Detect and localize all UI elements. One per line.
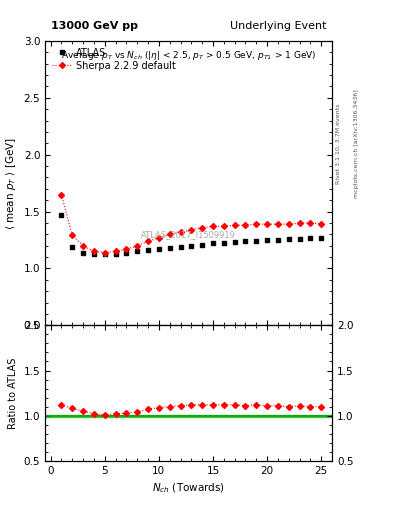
Sherpa 2.2.9 default (308, 220, 313, 226)
ATLAS (167, 245, 172, 251)
Sherpa 2.2.9 default (92, 248, 96, 254)
ATLAS (81, 249, 85, 255)
Sherpa 2.2.9 default (275, 221, 280, 227)
ATLAS (103, 251, 107, 257)
Sherpa 2.2.9 default (146, 238, 151, 244)
Sherpa 2.2.9 default (189, 227, 194, 233)
ATLAS (70, 244, 75, 250)
ATLAS (189, 243, 194, 249)
Sherpa 2.2.9 default (124, 246, 129, 252)
Line: ATLAS: ATLAS (59, 212, 324, 256)
ATLAS (146, 247, 151, 253)
Text: 13000 GeV pp: 13000 GeV pp (51, 21, 138, 31)
ATLAS (243, 238, 248, 244)
Text: Rivet 3.1.10, 3.7M events: Rivet 3.1.10, 3.7M events (336, 103, 341, 183)
Sherpa 2.2.9 default (135, 243, 140, 249)
Sherpa 2.2.9 default (167, 231, 172, 238)
Sherpa 2.2.9 default (222, 223, 226, 229)
ATLAS (308, 234, 313, 241)
Sherpa 2.2.9 default (243, 222, 248, 228)
Sherpa 2.2.9 default (178, 229, 183, 235)
ATLAS (211, 241, 215, 247)
Text: ATLAS_2017_I1509919: ATLAS_2017_I1509919 (141, 230, 236, 239)
Sherpa 2.2.9 default (70, 232, 75, 239)
ATLAS (135, 248, 140, 254)
Text: mcplots.cern.ch [arXiv:1306.3436]: mcplots.cern.ch [arXiv:1306.3436] (354, 89, 359, 198)
Sherpa 2.2.9 default (211, 223, 215, 229)
Y-axis label: Ratio to ATLAS: Ratio to ATLAS (8, 357, 18, 429)
ATLAS (297, 236, 302, 242)
Sherpa 2.2.9 default (59, 191, 64, 198)
Sherpa 2.2.9 default (232, 222, 237, 228)
ATLAS (113, 251, 118, 257)
Line: Sherpa 2.2.9 default: Sherpa 2.2.9 default (59, 193, 323, 254)
ATLAS (59, 212, 64, 218)
Sherpa 2.2.9 default (156, 234, 161, 241)
Sherpa 2.2.9 default (103, 249, 107, 255)
ATLAS (286, 236, 291, 242)
ATLAS (156, 246, 161, 252)
ATLAS (124, 249, 129, 255)
Text: Average $p_T$ vs $N_{ch}$ ($|\eta|$ < 2.5, $p_T$ > 0.5 GeV, $p_{T1}$ > 1 GeV): Average $p_T$ vs $N_{ch}$ ($|\eta|$ < 2.… (61, 50, 316, 62)
Sherpa 2.2.9 default (319, 221, 323, 227)
Sherpa 2.2.9 default (113, 248, 118, 254)
ATLAS (92, 251, 96, 257)
ATLAS (200, 242, 204, 248)
Y-axis label: $\langle$ mean $p_T$ $\rangle$ [GeV]: $\langle$ mean $p_T$ $\rangle$ [GeV] (4, 137, 18, 229)
Sherpa 2.2.9 default (297, 220, 302, 226)
ATLAS (254, 238, 259, 244)
X-axis label: $N_{ch}$ (Towards): $N_{ch}$ (Towards) (152, 481, 225, 495)
Sherpa 2.2.9 default (265, 221, 270, 227)
Text: Underlying Event: Underlying Event (230, 21, 326, 31)
Sherpa 2.2.9 default (200, 224, 204, 230)
Sherpa 2.2.9 default (286, 221, 291, 227)
ATLAS (265, 237, 270, 243)
ATLAS (232, 239, 237, 245)
Bar (45, 415, 332, 417)
ATLAS (222, 241, 226, 247)
Sherpa 2.2.9 default (254, 221, 259, 227)
ATLAS (178, 244, 183, 250)
ATLAS (319, 234, 323, 241)
ATLAS (275, 237, 280, 243)
Legend: ATLAS, Sherpa 2.2.9 default: ATLAS, Sherpa 2.2.9 default (48, 44, 180, 75)
Sherpa 2.2.9 default (81, 243, 85, 249)
